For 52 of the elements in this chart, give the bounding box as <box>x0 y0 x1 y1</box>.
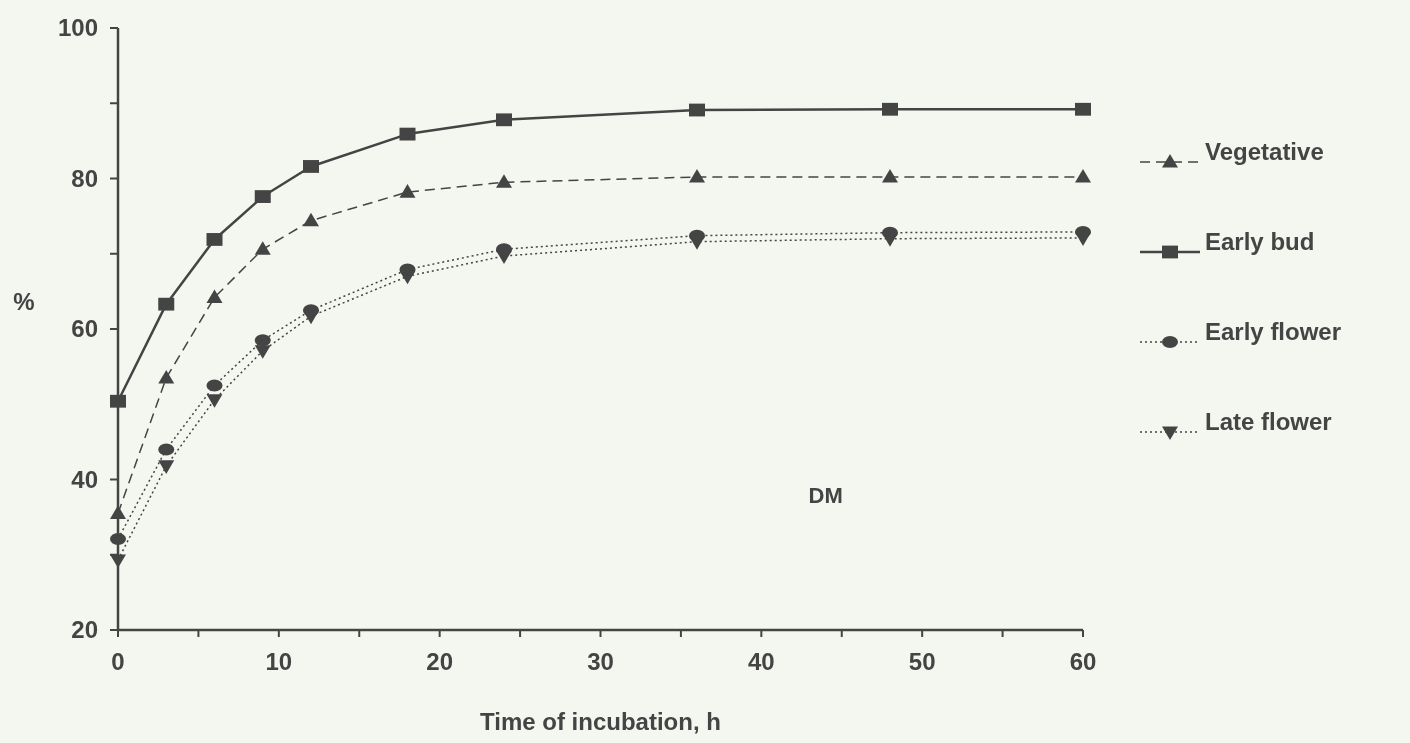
point <box>496 250 512 265</box>
y-axis-title: % <box>13 288 35 315</box>
point <box>303 160 319 173</box>
y-tick-label: 80 <box>71 164 98 192</box>
point <box>496 174 512 188</box>
point <box>399 184 416 198</box>
legend-label: Late flower <box>1205 408 1332 435</box>
point <box>110 505 126 519</box>
y-tick-label: 40 <box>71 465 98 493</box>
y-tick-label: 20 <box>71 616 98 643</box>
x-tick-label: 20 <box>426 648 454 675</box>
x-tick-label: 30 <box>587 648 614 675</box>
point <box>1075 232 1091 246</box>
point <box>303 310 319 325</box>
point <box>689 236 705 250</box>
point <box>1075 102 1091 116</box>
x-tick-label: 60 <box>1069 648 1097 675</box>
legend-label: Vegetative <box>1205 138 1324 165</box>
point <box>206 379 223 392</box>
point <box>689 103 705 117</box>
point <box>399 127 416 141</box>
point <box>496 113 512 127</box>
point <box>206 394 223 408</box>
point <box>882 233 898 247</box>
point <box>158 443 175 456</box>
y-tick-label: 100 <box>57 14 98 41</box>
legend-label: Early flower <box>1205 318 1342 345</box>
annotation: DM <box>808 482 843 508</box>
x-tick-label: 0 <box>111 648 125 675</box>
point <box>206 289 223 303</box>
point <box>303 212 319 227</box>
point <box>254 334 271 347</box>
point <box>882 168 898 183</box>
point <box>254 345 271 359</box>
point <box>399 270 416 285</box>
point <box>158 369 175 384</box>
x-tick-label: 40 <box>747 648 775 675</box>
point <box>254 241 271 255</box>
point <box>110 532 126 545</box>
y-tick-label: 60 <box>71 315 98 342</box>
point <box>882 102 898 116</box>
point <box>158 460 175 474</box>
legend-label: Early bud <box>1205 228 1315 255</box>
point <box>110 394 126 408</box>
point <box>1075 168 1091 183</box>
point <box>689 168 705 183</box>
x-axis-title: Time of incubation, h <box>480 708 721 735</box>
x-tick-label: 10 <box>265 648 293 675</box>
point <box>206 233 223 246</box>
point <box>254 190 271 203</box>
point <box>158 297 175 311</box>
x-tick-label: 50 <box>908 648 936 675</box>
